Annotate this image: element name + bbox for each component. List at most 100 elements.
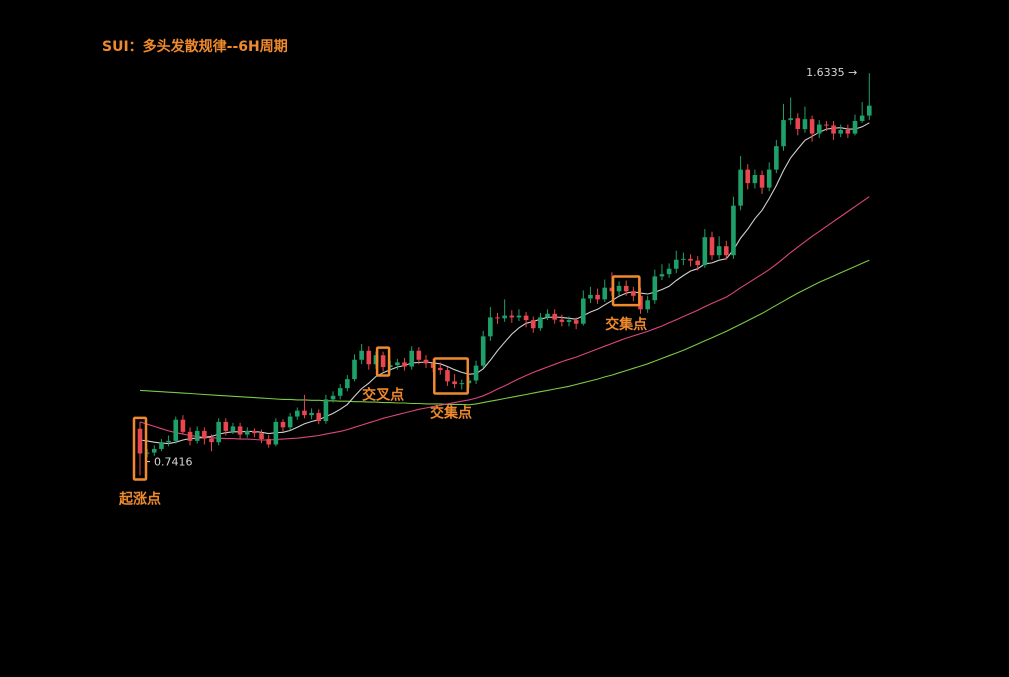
candle-body (695, 260, 700, 266)
annotation-label: 交集点 (605, 316, 647, 333)
candle-body (631, 291, 636, 296)
candle-body (824, 124, 829, 126)
candle-body (216, 421, 221, 443)
candle-body (395, 362, 400, 366)
candle-body (416, 350, 422, 360)
candle-body (788, 118, 793, 121)
candle-body (673, 259, 679, 269)
candle-body (616, 285, 622, 292)
candle-body (516, 315, 522, 318)
candle-body (380, 355, 386, 367)
candle-body (552, 313, 557, 320)
candle-body (652, 276, 658, 301)
candle-body (724, 246, 729, 256)
candle-body (495, 317, 500, 319)
chart-title: SUI：多头发散规律--6H周期 (102, 39, 288, 55)
candle-body (709, 237, 715, 256)
candle-body (716, 246, 722, 256)
candle-body (287, 416, 293, 428)
candle-body (573, 320, 579, 324)
candle-body (752, 175, 758, 184)
candle-body (774, 146, 779, 170)
candle-body (209, 438, 214, 443)
candle-body (330, 395, 336, 400)
candle-body (323, 399, 329, 422)
annotation-box (132, 416, 148, 481)
ma-long-line (139, 259, 870, 406)
candle-body (202, 430, 207, 439)
candle-body (845, 129, 851, 134)
candle-body (645, 300, 650, 310)
candle-body (402, 362, 407, 367)
candle-body (852, 120, 858, 134)
candle-body (359, 350, 364, 360)
candle-body (816, 124, 822, 134)
candle-body (173, 419, 179, 441)
candle-body (809, 119, 815, 134)
candle-body (559, 319, 565, 322)
candle-body (244, 430, 250, 435)
candle-body (280, 421, 286, 428)
candle-body (595, 294, 600, 300)
candle-body (867, 105, 872, 116)
candle-body (223, 421, 229, 431)
candle-body (187, 431, 193, 441)
candle-body (702, 237, 708, 266)
annotation-label: 起涨点 (118, 491, 161, 508)
candle-body (452, 381, 457, 385)
candle-body (302, 410, 307, 416)
candle-body (795, 118, 801, 130)
candle-body (838, 129, 843, 134)
annotation-box (375, 346, 391, 377)
candle-body (366, 350, 372, 365)
candle-body (316, 412, 322, 422)
candle-body (538, 317, 543, 329)
candle-body (759, 175, 765, 188)
candle-body (581, 298, 586, 324)
candle-body (473, 365, 479, 381)
candle-body (252, 430, 257, 434)
high-price-label: 1.6335 → (806, 66, 857, 79)
candle-body (445, 370, 450, 382)
candle-body (781, 120, 786, 147)
candle-body (459, 383, 465, 385)
candle-body (423, 359, 429, 364)
candle-body (166, 440, 171, 443)
candle-body (530, 320, 536, 329)
candle-body (745, 169, 751, 184)
candle-body (659, 274, 665, 277)
candle-body (237, 426, 243, 435)
candle-body (194, 430, 200, 441)
candle-body (230, 426, 236, 431)
candle-body (180, 419, 186, 432)
candle-body (688, 258, 693, 261)
candle-body (152, 448, 157, 453)
candles-group (137, 73, 872, 476)
annotation-label: 交叉点 (362, 386, 404, 403)
candle-body (438, 367, 443, 371)
candle-body (309, 412, 314, 416)
candle-body (266, 439, 271, 445)
candle-body (859, 115, 865, 121)
candle-body (480, 336, 486, 366)
candle-body (738, 169, 743, 206)
candle-body (295, 410, 300, 417)
candle-body (802, 119, 808, 130)
candle-body (409, 350, 414, 367)
low-price-label: 0.7416 (154, 456, 193, 469)
candle-body (337, 388, 343, 396)
candle-body (502, 315, 507, 319)
candle-body (766, 169, 772, 188)
candle-body (159, 442, 164, 449)
candle-body (352, 359, 357, 380)
candle-body (566, 320, 572, 322)
annotation-box (611, 275, 641, 307)
ma-short-line (139, 122, 870, 445)
candle-body (666, 268, 672, 275)
annotation-box (433, 357, 469, 395)
candle-body (623, 285, 629, 292)
candle-body (731, 205, 736, 256)
candle-body (523, 315, 529, 321)
candle-body (273, 421, 279, 445)
